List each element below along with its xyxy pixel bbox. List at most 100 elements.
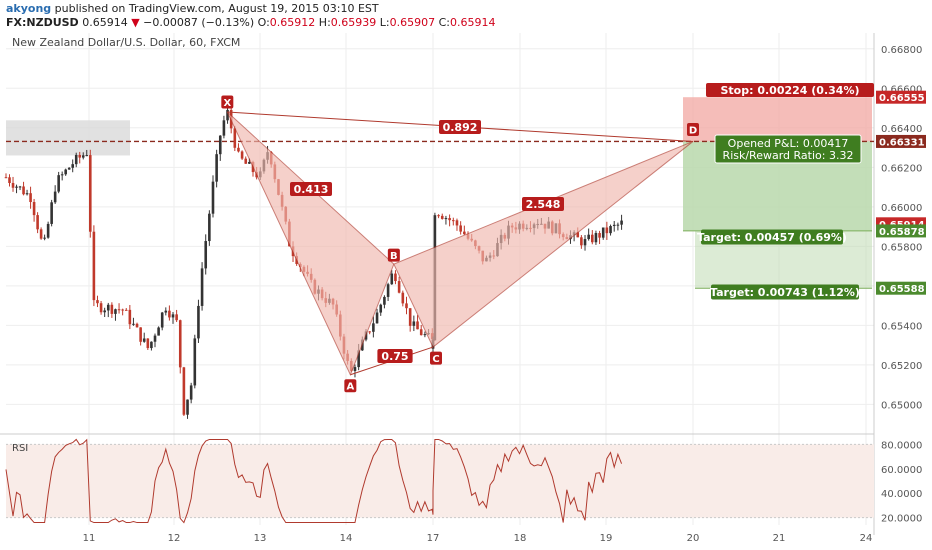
candle-body xyxy=(132,323,135,325)
candle xyxy=(142,332,146,343)
candle xyxy=(451,217,455,226)
candle xyxy=(57,171,60,194)
candle-body xyxy=(88,155,92,232)
candle-body xyxy=(124,309,128,311)
candle-body xyxy=(182,367,186,415)
candle xyxy=(85,149,89,157)
candle-body xyxy=(78,154,82,158)
candle xyxy=(455,218,459,231)
close-value: 0.65914 xyxy=(450,16,496,29)
candle-body xyxy=(57,175,60,192)
candle xyxy=(15,184,18,194)
candle-body xyxy=(576,232,580,238)
candle xyxy=(218,135,222,161)
rsi-tick-label: 40.0000 xyxy=(881,489,922,500)
candle-body xyxy=(612,224,616,227)
point-label-a-text: A xyxy=(346,382,354,393)
price-axis-label-text: 0.66555 xyxy=(879,93,925,104)
point-label-b-text: B xyxy=(390,251,398,262)
candle xyxy=(440,213,444,220)
candle xyxy=(25,189,29,196)
candle xyxy=(22,181,25,196)
candle-body xyxy=(96,300,99,304)
publish-line: akyong published on TradingView.com, Aug… xyxy=(6,2,379,15)
candle-body xyxy=(372,323,375,332)
candle xyxy=(412,315,416,332)
candle-body xyxy=(157,327,160,336)
candle-body xyxy=(353,367,357,371)
candle xyxy=(601,227,605,240)
candle xyxy=(182,366,186,417)
candle xyxy=(237,143,240,153)
ratio-label-text: 2.548 xyxy=(526,198,561,211)
candle-body xyxy=(583,239,587,246)
candle xyxy=(135,322,139,328)
candle xyxy=(394,270,397,285)
candle-body xyxy=(164,310,168,313)
author-link[interactable]: akyong xyxy=(6,2,52,15)
candle-body xyxy=(211,181,215,214)
price-axis-label: 0.66331 xyxy=(876,134,926,148)
candle xyxy=(591,230,594,245)
target-label-2: Target: 0.00743 (1.12%) xyxy=(710,284,860,300)
point-label-a: A xyxy=(344,379,357,393)
ratio-label: 0.892 xyxy=(439,120,481,134)
candle-body xyxy=(29,193,32,203)
candle-body xyxy=(594,233,598,243)
candle xyxy=(71,159,75,173)
candle xyxy=(587,228,590,241)
symbol-label[interactable]: FX:NZDUSD xyxy=(6,16,79,29)
date-tick-label: 19 xyxy=(600,533,613,544)
price-tick-label: 0.66800 xyxy=(881,45,922,56)
ratio-label: 0.75 xyxy=(377,349,413,363)
candle-body xyxy=(455,220,459,226)
change-value: −0.00087 (−0.13%) xyxy=(143,16,255,29)
candle-body xyxy=(11,183,15,188)
candle-body xyxy=(197,305,200,339)
candle-body xyxy=(616,224,620,226)
candle-body xyxy=(419,329,423,336)
date-tick-label: 20 xyxy=(687,533,700,544)
rsi-panel: RSI xyxy=(6,443,874,519)
last-price: 0.65914 xyxy=(82,16,128,29)
price-axis-label-text: 0.66331 xyxy=(879,137,925,148)
candle xyxy=(146,338,150,350)
candle xyxy=(437,214,440,219)
candle-body xyxy=(233,128,237,148)
candle xyxy=(178,319,182,374)
candle-body xyxy=(368,331,371,333)
price-axis-label-text: 0.65878 xyxy=(879,227,925,238)
candle xyxy=(103,307,106,318)
candle xyxy=(448,214,451,227)
candle-body xyxy=(437,215,440,217)
candle-body xyxy=(32,202,36,216)
chart-title: New Zealand Dollar/U.S. Dollar, 60, FXCM xyxy=(12,36,240,49)
candle xyxy=(36,212,39,234)
candle xyxy=(189,382,193,404)
resistance-box xyxy=(6,120,130,156)
candle-body xyxy=(226,109,229,121)
ratio-label-bg xyxy=(290,182,332,196)
candle xyxy=(88,149,92,238)
candle-body xyxy=(240,151,244,159)
candle-body xyxy=(168,310,171,318)
candle xyxy=(459,221,462,235)
candle-body xyxy=(383,296,386,305)
high-value: 0.65939 xyxy=(330,16,377,29)
price-tick-label: 0.65400 xyxy=(881,321,922,332)
candle-body xyxy=(67,167,71,170)
candle-body xyxy=(451,220,455,222)
candle-body xyxy=(204,241,208,269)
candle-body xyxy=(146,338,150,349)
candle-body xyxy=(103,310,106,313)
candle xyxy=(186,399,189,419)
candle xyxy=(193,334,197,389)
candle xyxy=(92,225,96,307)
candle xyxy=(164,307,168,316)
ratio-label-text: 0.75 xyxy=(381,350,408,363)
candle xyxy=(401,290,405,307)
price-tick-label: 0.66600 xyxy=(881,84,922,95)
candle-body xyxy=(153,335,157,342)
